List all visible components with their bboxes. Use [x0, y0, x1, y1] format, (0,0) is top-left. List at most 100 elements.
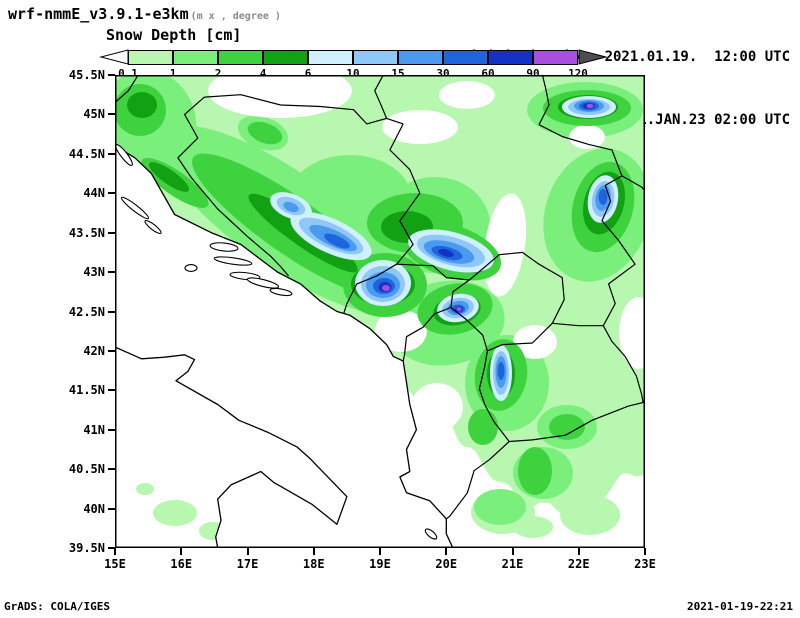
lat-tick-label: 42.5N — [68, 304, 105, 319]
colorbar-box — [173, 50, 218, 65]
island — [209, 242, 239, 252]
colorbar-over-arrow — [578, 49, 608, 65]
border-serbia-romania-north — [538, 75, 550, 125]
lat-tick-label: 41N — [83, 422, 105, 437]
lon-tick — [577, 548, 580, 555]
island — [424, 528, 438, 540]
lon-tick — [445, 548, 448, 555]
colorbar-box — [533, 50, 578, 65]
colorbar-box — [488, 50, 533, 65]
border-macedonia-serbia — [552, 322, 604, 327]
colorbar-under-arrow — [99, 49, 129, 65]
map-plot-area: 45.5N 45N 44.5N 44N 43.5N 43N 42.5N 42N 41.5N 41N… — [69, 68, 656, 571]
lon-tick-label: 21E — [501, 557, 524, 571]
border-kosovo-albania — [450, 307, 488, 352]
lat-tick-label: 44N — [83, 186, 105, 201]
border-serbia-bulgaria — [601, 175, 636, 326]
lon-tick — [511, 548, 514, 555]
field-title: Snow Depth [cm] — [106, 26, 242, 44]
lon-tick-label: 15E — [104, 557, 126, 571]
colorbar-box — [308, 50, 353, 65]
border-serbia-romania-danube — [538, 124, 623, 177]
island — [184, 264, 198, 272]
model-name: wrf-nmmE_v3.9.1-e3km — [8, 5, 189, 23]
lat-tick — [108, 271, 115, 274]
colorbar-boxes — [128, 50, 578, 65]
border-drina — [389, 123, 421, 265]
border-macedonia-greece — [509, 401, 645, 443]
lon-tick-label: 23E — [634, 557, 656, 571]
islands-layer — [115, 144, 438, 540]
lat-tick-label: 40N — [83, 501, 105, 516]
page-title: wrf-nmmE_v3.9.1-e3km (m x , degree ) — [8, 5, 281, 23]
border-macedonia-bulgaria — [602, 325, 644, 403]
lat-tick-label: 43N — [83, 265, 105, 280]
border-albania-macedonia — [478, 350, 510, 442]
border-albania-greece — [445, 441, 510, 520]
colorbar-box — [398, 50, 443, 65]
lat-tick — [108, 349, 115, 352]
lat-tick — [108, 389, 115, 392]
island — [269, 287, 293, 297]
island — [144, 219, 162, 235]
balkan-coastline — [115, 145, 454, 548]
lon-tick-label: 17E — [236, 557, 259, 571]
colorbar-tick-label: 1 — [169, 67, 177, 80]
lat-tick-label: 45.5N — [68, 68, 105, 82]
lat-tick — [108, 547, 115, 549]
border-kosovo-serbia — [469, 251, 565, 324]
lat-tick — [108, 468, 115, 471]
lat-tick — [108, 74, 115, 76]
lat-tick-label: 45N — [83, 107, 105, 122]
colorbar-tick-label: 6 — [304, 67, 312, 80]
island — [120, 196, 150, 220]
map-frame — [115, 75, 645, 548]
colorbar-tick-label: 2 — [214, 67, 222, 80]
border-slovenia-croatia — [115, 75, 139, 104]
colorbar-tick-label: 4 — [259, 67, 267, 80]
lat-tick — [108, 113, 115, 116]
adriatic-sea — [115, 145, 453, 548]
border-montenegro-albania — [402, 306, 452, 362]
lon-tick — [644, 548, 646, 555]
lat-tick — [108, 192, 115, 195]
lat-tick-label: 39.5N — [68, 541, 105, 555]
lon-tick — [114, 548, 116, 555]
lat-tick-label: 40.5N — [68, 462, 105, 477]
lat-tick-label: 42N — [83, 343, 105, 358]
plot-timestamp: 2021-01-19-22:21 — [687, 600, 793, 613]
units-note: (m x , degree ) — [190, 11, 281, 22]
border-bosnia-montenegro — [343, 263, 397, 315]
border-una-dinara — [177, 96, 290, 277]
lat-tick — [108, 428, 115, 431]
border-layer — [115, 75, 645, 520]
lon-tick — [180, 548, 183, 555]
coastline-layer — [115, 145, 454, 548]
lon-tick-label: 16E — [170, 557, 193, 571]
lon-tick-label: 18E — [302, 557, 325, 571]
italy-coastline — [115, 346, 348, 548]
lon-tick — [312, 548, 315, 555]
lon-tick — [246, 548, 249, 555]
lat-tick — [108, 152, 115, 155]
colorbar-box — [263, 50, 308, 65]
lon-tick-label: 19E — [369, 557, 391, 571]
colorbar-box — [353, 50, 398, 65]
island — [213, 256, 253, 266]
border-kosovo-macedonia — [487, 322, 553, 352]
map-svg — [115, 75, 645, 548]
island — [246, 277, 280, 289]
colorbar-box — [443, 50, 488, 65]
lat-tick — [108, 231, 115, 234]
lat-tick-label: 43.5N — [68, 225, 105, 240]
lat-tick-label: 41.5N — [68, 383, 105, 398]
colorbar-box — [128, 50, 173, 65]
lon-tick — [379, 548, 381, 555]
lat-tick — [108, 507, 115, 510]
snow-shading-layer — [115, 75, 645, 540]
grads-credit: GrADS: COLA/IGES — [4, 600, 110, 613]
colorbar-box — [218, 50, 263, 65]
lat-tick — [108, 310, 115, 313]
border-montenegro-serbia — [396, 263, 470, 281]
